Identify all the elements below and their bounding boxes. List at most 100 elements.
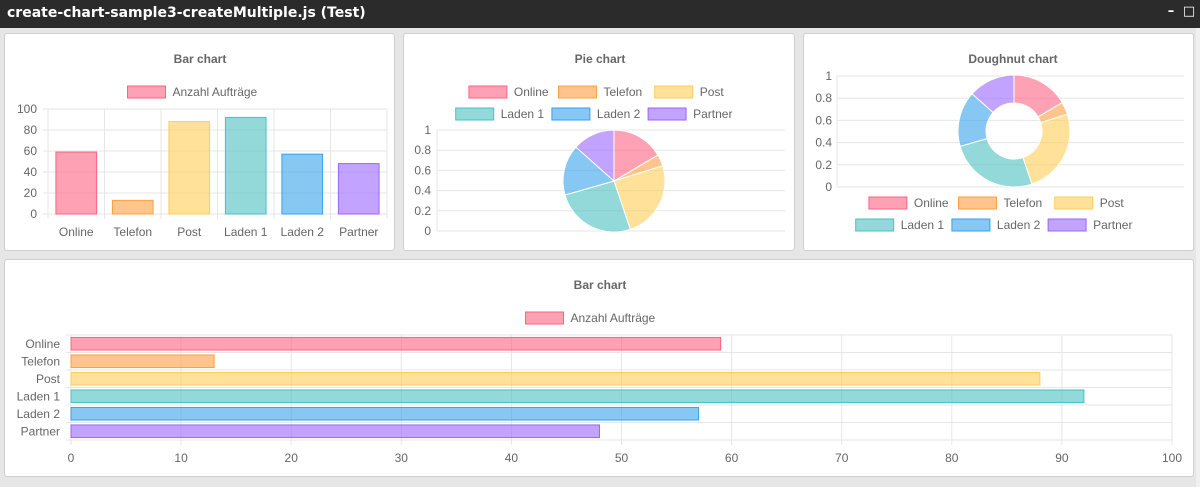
pie-chart-panel: Pie chart Online Telefon Post Laden 1 Laden 2… — [403, 33, 795, 251]
y-tick-label-2: 0.4 — [414, 184, 431, 198]
x-tick-label-10: 100 — [1162, 451, 1182, 465]
x-tick-label-7: 70 — [835, 451, 849, 465]
legend-swatch-online — [868, 196, 908, 210]
x-tick-label-6: 60 — [725, 451, 739, 465]
slice-partner — [971, 74, 1015, 114]
y-tick-label-1: 20 — [24, 186, 38, 200]
x-tick-label-post: Post — [177, 225, 202, 239]
y-tick-label-3: 0.6 — [414, 163, 431, 177]
y-tick-label-1: 0.2 — [815, 158, 832, 172]
y-tick-label-laden-2: Laden 2 — [17, 407, 61, 421]
legend-swatch-online — [468, 85, 508, 99]
legend-swatch-anzahl-auftraege — [127, 85, 166, 99]
bar-laden-1 — [224, 116, 267, 215]
doughnut-chart-svg: Doughnut chart 0 0.2 0.4 0.6 0.8 1 Online Telefo… — [815, 52, 1184, 232]
legend-label-post: Post — [700, 85, 725, 99]
y-tick-label-3: 60 — [24, 144, 38, 158]
legend-label-online: Online — [514, 85, 549, 99]
x-tick-label-1: 10 — [174, 451, 188, 465]
window-title: create-chart-sample3-createMultiple.js (… — [7, 5, 366, 21]
chart-title: Doughnut chart — [968, 52, 1057, 66]
y-tick-label-online: Online — [25, 337, 60, 351]
legend-label-partner: Partner — [1093, 218, 1132, 232]
legend-label-anzahl-auftraege: Anzahl Aufträge — [571, 311, 656, 325]
x-tick-label-5: 50 — [615, 451, 629, 465]
y-tick-label-3: 0.6 — [815, 113, 832, 127]
x-tick-label-telefon: Telefon — [113, 225, 152, 239]
bar-telefon — [70, 354, 215, 369]
bar-online — [70, 336, 722, 351]
y-tick-label-laden-1: Laden 1 — [17, 389, 61, 403]
bar-partner — [70, 424, 600, 439]
slice-post — [1022, 113, 1071, 185]
x-tick-label-laden-2: Laden 2 — [281, 225, 325, 239]
y-tick-label-telefon: Telefon — [21, 354, 60, 368]
legend-swatch-anzahl-auftraege — [525, 311, 564, 325]
legend-label-partner: Partner — [693, 107, 732, 121]
vertical-scrollbar[interactable] — [1196, 28, 1200, 487]
x-tick-label-3: 30 — [395, 451, 409, 465]
chart-title: Bar chart — [574, 278, 627, 292]
bar-post — [168, 121, 211, 215]
bar-post — [70, 371, 1041, 386]
slice-laden-2 — [562, 146, 616, 196]
bar-partner — [337, 163, 380, 215]
bar-telefon — [111, 199, 154, 215]
y-tick-label-post: Post — [36, 372, 61, 386]
chart-title: Pie chart — [575, 52, 626, 66]
y-tick-label-partner: Partner — [21, 424, 60, 438]
x-tick-label-online: Online — [59, 225, 94, 239]
slice-laden-1 — [959, 138, 1033, 188]
legend-swatch-telefon — [558, 85, 597, 99]
pie-chart-svg: Pie chart Online Telefon Post Laden 1 Laden 2… — [414, 52, 785, 238]
legend-swatch-laden-1 — [855, 218, 895, 232]
legend-swatch-telefon — [958, 196, 997, 210]
legend-swatch-partner — [647, 107, 687, 121]
legend-label-telefon: Telefon — [604, 85, 643, 99]
y-tick-label-5: 1 — [825, 69, 832, 83]
bar-online — [55, 151, 98, 215]
doughnut-chart-panel: Doughnut chart 0 0.2 0.4 0.6 0.8 1 Online Telefo… — [803, 33, 1194, 251]
maximize-button[interactable]: □ — [1182, 4, 1196, 19]
legend-swatch-post — [1054, 196, 1094, 210]
y-tick-label-0: 0 — [825, 180, 832, 194]
y-tick-label-2: 40 — [24, 165, 38, 179]
y-tick-label-4: 0.8 — [414, 143, 431, 157]
y-tick-label-0: 0 — [424, 224, 431, 238]
bar-laden-2 — [70, 406, 700, 421]
bar-laden-2 — [281, 153, 324, 215]
window-titlebar: create-chart-sample3-createMultiple.js (… — [0, 0, 1200, 28]
x-tick-label-9: 90 — [1055, 451, 1069, 465]
legend-label-post: Post — [1100, 196, 1125, 210]
legend-swatch-laden-2 — [951, 218, 991, 232]
bar-chart-svg: Bar chart Anzahl Aufträge 0 20 40 60 80 100 Onli… — [17, 52, 388, 239]
y-tick-label-2: 0.4 — [815, 136, 832, 150]
slice-post — [613, 165, 666, 230]
x-tick-label-8: 80 — [945, 451, 959, 465]
legend-label-laden-1: Laden 1 — [501, 107, 545, 121]
x-tick-label-4: 40 — [505, 451, 519, 465]
x-tick-label-0: 0 — [68, 451, 75, 465]
legend-swatch-laden-1 — [455, 107, 495, 121]
legend-label-online: Online — [914, 196, 949, 210]
y-tick-label-4: 0.8 — [815, 91, 832, 105]
x-tick-label-partner: Partner — [339, 225, 378, 239]
bar-chart-panel: Bar chart Anzahl Aufträge 0 20 40 60 80 100 Onli… — [4, 33, 395, 251]
slice-laden-1 — [564, 180, 631, 233]
slice-partner — [575, 129, 615, 183]
y-tick-label-4: 80 — [24, 123, 38, 137]
chart-title: Bar chart — [174, 52, 227, 66]
legend-label-anzahl-auftraege: Anzahl Aufträge — [173, 85, 258, 99]
legend-swatch-laden-2 — [551, 107, 591, 121]
y-tick-label-1: 0.2 — [414, 204, 431, 218]
legend-label-laden-2: Laden 2 — [597, 107, 641, 121]
horizontal-bar-chart-svg: Bar chart Anzahl Aufträge 0 10 20 30 40 50 60 70 8… — [17, 278, 1183, 465]
bar-laden-1 — [70, 389, 1085, 404]
minimize-button[interactable]: – — [1167, 4, 1175, 19]
legend-label-laden-1: Laden 1 — [901, 218, 945, 232]
slice-online — [613, 129, 659, 182]
x-tick-label-2: 20 — [285, 451, 299, 465]
legend-swatch-post — [654, 85, 694, 99]
y-tick-label-0: 0 — [30, 207, 37, 221]
x-tick-label-laden-1: Laden 1 — [224, 225, 268, 239]
